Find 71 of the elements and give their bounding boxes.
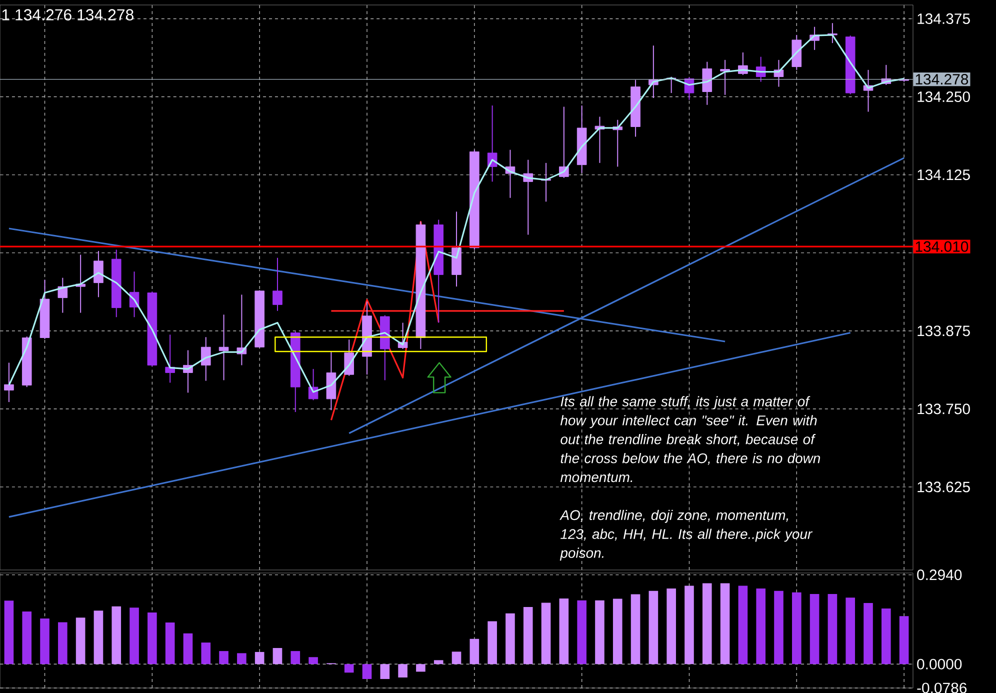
bar <box>630 594 640 664</box>
y-tick-label: 133.750 <box>918 404 970 414</box>
bar <box>577 600 586 664</box>
bar <box>559 598 569 664</box>
bar <box>76 618 86 664</box>
y-tick-label: 134.250 <box>918 91 970 102</box>
bar <box>308 657 318 664</box>
bar <box>756 588 766 664</box>
bar <box>165 622 175 664</box>
bar <box>488 621 497 664</box>
candlestick <box>702 61 712 106</box>
bar <box>774 590 784 664</box>
bar <box>882 608 891 664</box>
bar <box>254 652 264 664</box>
bar <box>720 583 730 664</box>
bar <box>452 652 462 664</box>
bar <box>183 633 193 664</box>
candlestick <box>200 336 211 382</box>
bar <box>810 594 820 664</box>
bar <box>595 600 604 664</box>
bar <box>112 606 122 664</box>
bar <box>523 607 533 664</box>
bar <box>380 664 390 679</box>
candlestick <box>720 59 730 96</box>
bar <box>219 651 228 664</box>
candlestick <box>218 314 229 381</box>
bar <box>864 603 873 664</box>
y-tick-label: -0.0786 <box>917 682 967 693</box>
ref-line-label: 134.010 <box>916 241 968 252</box>
bar <box>362 664 372 679</box>
candlestick <box>94 250 104 298</box>
bar <box>434 660 444 664</box>
y-tick-label: 133.625 <box>918 482 970 492</box>
bar <box>846 598 856 664</box>
bar <box>416 664 426 672</box>
bar <box>237 653 246 664</box>
y-tick-label: 133.875 <box>918 326 970 336</box>
bar <box>738 586 748 664</box>
bar <box>148 612 157 664</box>
bar <box>702 583 712 664</box>
annotation: 1 134.276 134.278 <box>2 9 134 20</box>
bar <box>506 613 515 664</box>
bar <box>22 612 32 664</box>
annotation: AO, trendline, doji zone, momentum, 123, abc, HH, HL. Its all there..pick your poison. <box>560 510 813 561</box>
y-tick-label: 134.125 <box>918 170 970 180</box>
bar <box>4 600 14 664</box>
bar <box>684 586 694 664</box>
bar <box>290 651 300 664</box>
annotation: Its all the same stuff, its just a matter of how your intellect can "see" it. Even with out the trendline break short, because of the cross below the AO, there is no down momentum. <box>560 396 820 482</box>
bar <box>201 642 211 664</box>
bar <box>648 590 658 664</box>
bar <box>828 594 838 664</box>
candlestick <box>272 257 282 312</box>
ref-line-label: 134.278 <box>916 74 968 85</box>
y-tick-label: 0.2940 <box>917 570 962 580</box>
bar <box>272 648 282 664</box>
bar <box>541 602 551 664</box>
bar <box>130 608 139 664</box>
bar <box>398 664 408 678</box>
bar <box>58 622 68 664</box>
candlestick <box>4 362 14 403</box>
bar <box>470 638 480 664</box>
bar <box>344 664 354 673</box>
y-tick-label: 134.375 <box>918 13 970 24</box>
bar <box>666 588 676 664</box>
bar <box>899 616 909 664</box>
bar <box>94 610 104 664</box>
bar <box>612 598 622 664</box>
bar <box>792 592 802 664</box>
bar <box>40 618 50 664</box>
y-tick-label: 0.0000 <box>917 658 962 670</box>
